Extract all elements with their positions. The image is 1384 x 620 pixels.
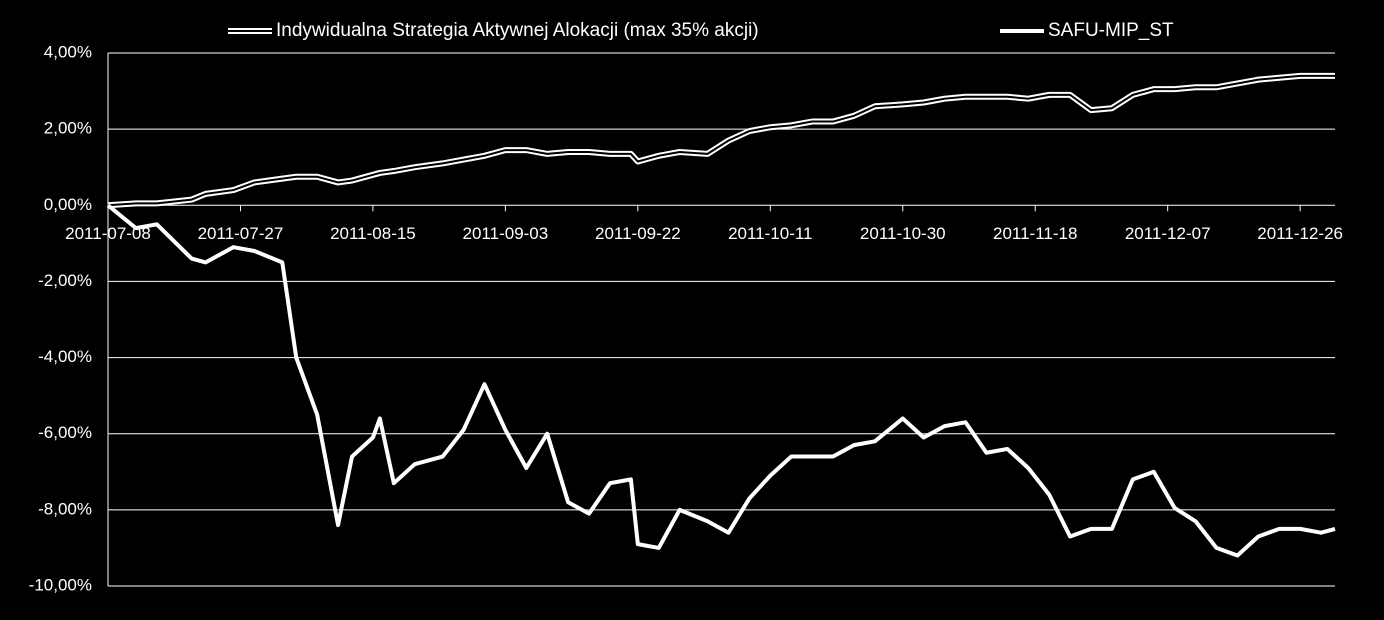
y-tick-label: -4,00% [38,347,92,366]
x-tick-label: 2011-09-03 [463,224,549,243]
series-line [106,203,1336,558]
y-tick-label: -8,00% [38,499,92,518]
x-tick-label: 2011-09-22 [595,224,681,243]
y-tick-label: 0,00% [44,195,92,214]
x-tick-label: 2011-08-15 [330,224,416,243]
x-tick-label: 2011-10-30 [860,224,946,243]
series-line [107,72,1335,209]
x-tick-label: 2011-07-08 [65,224,151,243]
x-tick-label: 2011-07-27 [198,224,284,243]
series-line-inner [107,74,1335,207]
y-tick-label: -6,00% [38,423,92,442]
y-tick-label: 4,00% [44,42,92,61]
x-tick-label: 2011-10-11 [728,224,812,243]
legend-label: Indywidualna Strategia Aktywnej Alokacji… [276,20,759,41]
y-tick-label: -10,00% [29,575,92,594]
y-tick-label: 2,00% [44,119,92,138]
x-tick-label: 2011-11-18 [993,224,1077,243]
legend-label: SAFU-MIP_ST [1048,20,1174,41]
x-tick-label: 2011-12-26 [1257,224,1343,243]
y-tick-label: -2,00% [38,271,92,290]
x-tick-label: 2011-12-07 [1125,224,1211,243]
